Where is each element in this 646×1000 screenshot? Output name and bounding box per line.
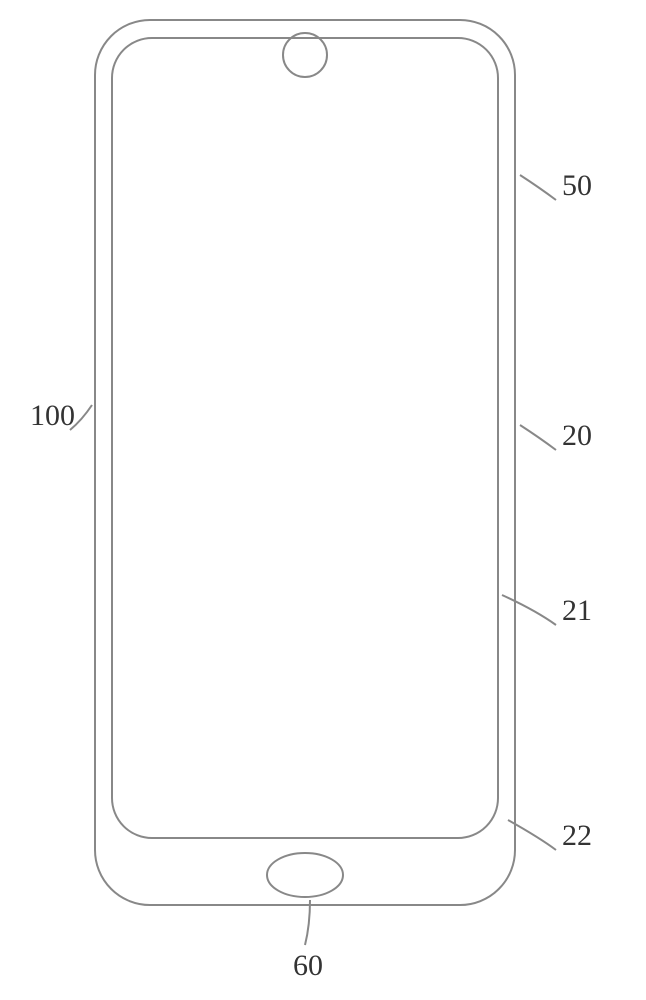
leader-60: [305, 900, 310, 945]
label-21: 21: [562, 594, 592, 627]
leader-20: [520, 425, 556, 450]
leader-50: [520, 175, 556, 200]
label-20: 20: [562, 419, 592, 452]
label-22: 22: [562, 819, 592, 852]
label-50: 50: [562, 169, 592, 202]
phone-body: [95, 20, 515, 905]
screen-outline: [112, 38, 498, 838]
label-60: 60: [293, 949, 323, 982]
label-100: 100: [30, 399, 75, 432]
front-camera: [283, 33, 327, 77]
patent-phone-diagram: 100 50 20 21 22 60: [0, 0, 646, 1000]
leader-21: [502, 595, 556, 625]
home-button: [267, 853, 343, 897]
